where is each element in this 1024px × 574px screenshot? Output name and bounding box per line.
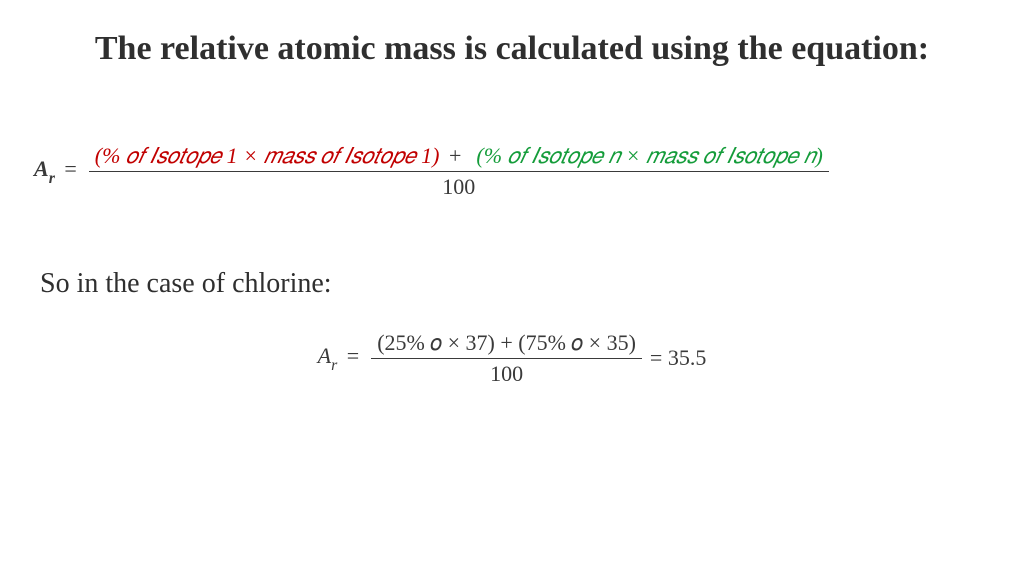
numerator: (25% 𝑜 × 37) + (75% 𝑜 × 35)	[371, 328, 642, 359]
isotope-n-term: (% 𝑜𝑓 𝐼𝑠𝑜𝑡𝑜𝑝𝑒 𝑛 × 𝑚𝑎𝑠𝑠 𝑜𝑓 𝐼𝑠𝑜𝑡𝑜𝑝𝑒 𝑛)	[476, 143, 822, 168]
fraction: (% 𝑜𝑓 𝐼𝑠𝑜𝑡𝑜𝑝𝑒 1 × 𝑚𝑎𝑠𝑠 𝑜𝑓 𝐼𝑠𝑜𝑡𝑜𝑝𝑒 1) + (…	[89, 141, 829, 202]
page-title: The relative atomic mass is calculated u…	[40, 28, 984, 71]
equation-lhs: Ar =	[34, 156, 81, 186]
symbol-A: A	[34, 156, 49, 181]
symbol-r: r	[331, 357, 337, 374]
example-intro: So in the case of chlorine:	[40, 268, 984, 300]
slide: The relative atomic mass is calculated u…	[0, 0, 1024, 389]
symbol-A: A	[318, 343, 331, 368]
symbol-r: r	[49, 170, 55, 187]
denominator: 100	[436, 172, 481, 202]
denominator: 100	[484, 359, 529, 389]
isotope-1-term: (% 𝑜𝑓 𝐼𝑠𝑜𝑡𝑜𝑝𝑒 1 × 𝑚𝑎𝑠𝑠 𝑜𝑓 𝐼𝑠𝑜𝑡𝑜𝑝𝑒 1)	[95, 143, 440, 168]
numerator: (% 𝑜𝑓 𝐼𝑠𝑜𝑡𝑜𝑝𝑒 1 × 𝑚𝑎𝑠𝑠 𝑜𝑓 𝐼𝑠𝑜𝑡𝑜𝑝𝑒 1) + (…	[89, 141, 829, 172]
equation-chlorine: Ar = (25% 𝑜 × 37) + (75% 𝑜 × 35) 100 = 3…	[40, 328, 984, 389]
result: = 35.5	[650, 345, 706, 371]
fraction: (25% 𝑜 × 37) + (75% 𝑜 × 35) 100	[371, 328, 642, 389]
equals-sign: =	[343, 343, 363, 368]
equation-lhs: Ar =	[318, 343, 364, 373]
equation-general: Ar = (% 𝑜𝑓 𝐼𝑠𝑜𝑡𝑜𝑝𝑒 1 × 𝑚𝑎𝑠𝑠 𝑜𝑓 𝐼𝑠𝑜𝑡𝑜𝑝𝑒 1…	[34, 141, 984, 202]
equals-sign: =	[60, 156, 80, 181]
plus-sign: +	[445, 143, 465, 168]
